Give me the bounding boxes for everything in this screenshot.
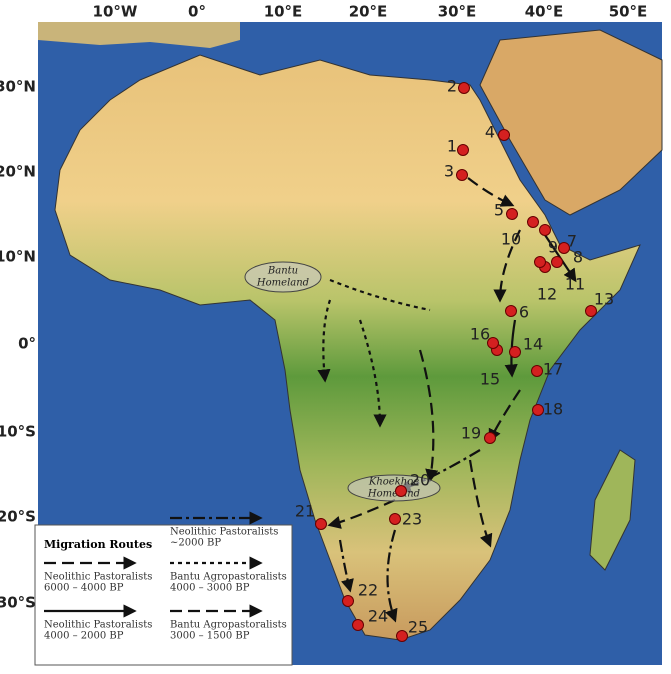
site-marker [505, 305, 517, 317]
site-marker [458, 82, 470, 94]
site-marker [457, 144, 469, 156]
legend-period: 3000 – 1500 BP [170, 631, 250, 642]
site-marker [527, 216, 539, 228]
longitude-label: 0° [188, 3, 206, 21]
longitude-label: 10°W [93, 3, 138, 21]
site-label: 17 [543, 360, 563, 379]
site-marker [395, 485, 407, 497]
legend-period: 4000 – 3000 BP [170, 583, 250, 594]
legend-period: 6000 – 4000 BP [44, 583, 124, 594]
latitude-label: 0° [18, 335, 36, 353]
legend-name: Neolithic Pastoralists [170, 527, 278, 538]
homeland-label: Khoekhoe [368, 477, 419, 488]
legend-name: Bantu Agropastoralists [170, 620, 287, 631]
site-marker [315, 518, 327, 530]
site-label: 25 [408, 618, 428, 637]
latitude-label: 30°N [0, 78, 36, 96]
legend: Migration Routes Neolithic Pastoralists6… [34, 511, 293, 666]
site-label: 12 [537, 285, 557, 304]
site-label: 15 [480, 370, 500, 389]
legend-name: Neolithic Pastoralists [44, 620, 152, 631]
homeland [244, 261, 322, 293]
latitude-label: 20°S [0, 508, 36, 526]
latitude-label: 30°S [0, 594, 36, 612]
longitude-label: 40°E [525, 3, 564, 21]
site-label: 22 [358, 581, 378, 600]
site-label: 19 [461, 424, 481, 443]
site-marker [534, 256, 546, 268]
homeland [347, 474, 441, 502]
site-label: 13 [594, 290, 614, 309]
site-marker [352, 619, 364, 631]
legend-period: 4000 – 2000 BP [44, 631, 124, 642]
site-marker [509, 346, 521, 358]
site-label: 21 [295, 502, 315, 521]
legend-title: Migration Routes [44, 538, 152, 551]
longitude-label: 30°E [438, 3, 477, 21]
site-marker [487, 337, 499, 349]
site-label: 5 [494, 201, 504, 220]
africa [54, 54, 641, 641]
legend-period: ~2000 BP [170, 538, 221, 549]
site-marker [342, 595, 354, 607]
site-label: 20 [410, 471, 430, 490]
site-marker [531, 365, 543, 377]
site-marker [396, 630, 408, 642]
site-label: 16 [470, 325, 490, 344]
site-marker [539, 224, 551, 236]
site-marker [484, 432, 496, 444]
site-label: 24 [368, 607, 388, 626]
homeland-label: Bantu [267, 266, 298, 277]
site-marker [389, 513, 401, 525]
legend-name: Bantu Agropastoralists [170, 572, 287, 583]
site-marker [498, 129, 510, 141]
site-label: 4 [485, 123, 495, 142]
site-label: 11 [565, 275, 585, 294]
europe [38, 22, 240, 48]
site-marker [585, 305, 597, 317]
site-marker [506, 208, 518, 220]
madagascar [589, 449, 636, 571]
legend-name: Neolithic Pastoralists [44, 572, 152, 583]
site-label: 1 [447, 137, 457, 156]
latitude-label: 20°N [0, 163, 36, 181]
site-marker [532, 404, 544, 416]
site-label: 2 [447, 77, 457, 96]
latitude-label: 10°N [0, 248, 36, 266]
homeland-label: Homeland [256, 278, 309, 289]
site-label: 23 [402, 510, 422, 529]
site-marker [551, 256, 563, 268]
site-marker [456, 169, 468, 181]
site-label: 18 [543, 400, 563, 419]
site-label: 8 [573, 248, 583, 267]
site-marker [558, 242, 570, 254]
site-label: 14 [523, 335, 543, 354]
longitude-label: 50°E [609, 3, 648, 21]
site-label: 10 [501, 230, 521, 249]
latitude-label: 10°S [0, 423, 36, 441]
arabia [479, 29, 663, 216]
legend-box [34, 524, 293, 666]
site-label: 3 [444, 162, 454, 181]
longitude-label: 20°E [349, 3, 388, 21]
site-label: 6 [519, 303, 529, 322]
site-label: 7 [567, 232, 577, 251]
homeland-label: Homeland [367, 489, 420, 500]
longitude-label: 10°E [264, 3, 303, 21]
site-label: 9 [548, 238, 558, 257]
